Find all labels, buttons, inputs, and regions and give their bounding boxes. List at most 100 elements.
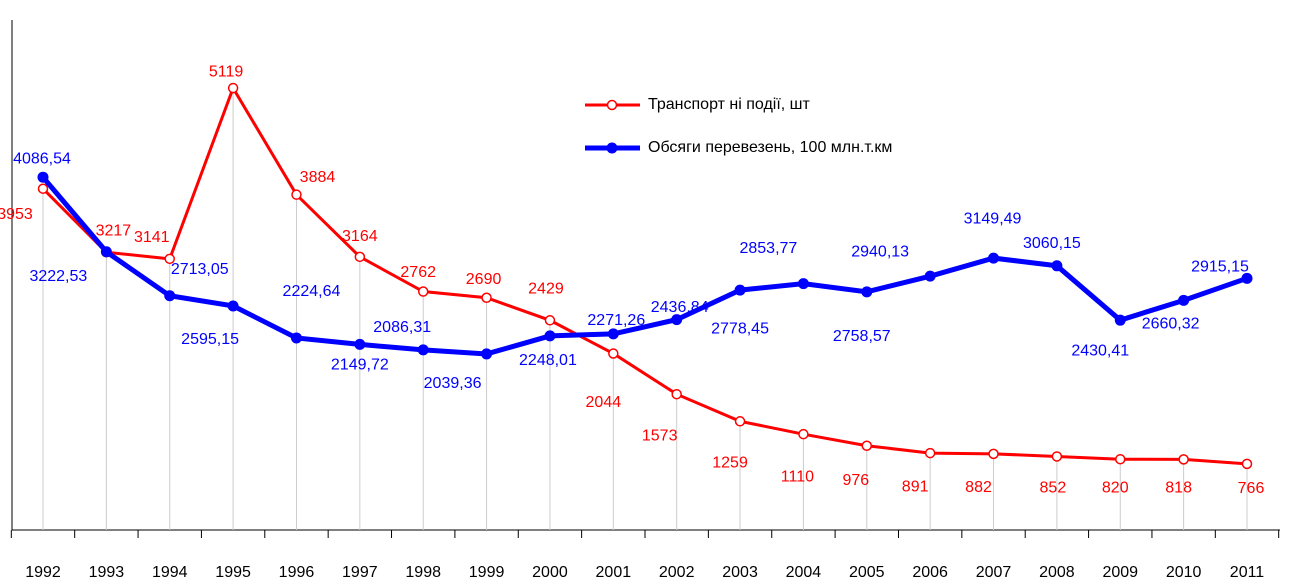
data-label: 3060,15 [1023, 235, 1081, 252]
data-label: 2713,05 [171, 261, 229, 278]
point [1114, 314, 1126, 326]
data-label: 3953 [0, 206, 33, 223]
point [544, 315, 556, 326]
data-label: 1110 [781, 468, 814, 485]
data-label: 891 [902, 478, 929, 495]
data-label: 2430,41 [1071, 342, 1129, 359]
point [734, 284, 746, 296]
data-label: 766 [1238, 480, 1265, 497]
point [861, 286, 873, 298]
point [924, 270, 936, 282]
data-label: 2149,72 [331, 357, 389, 374]
point [607, 328, 619, 340]
point [1178, 454, 1189, 465]
data-label: 2915,15 [1191, 259, 1249, 276]
point [988, 252, 1000, 264]
data-label: 818 [1165, 480, 1192, 497]
point [797, 278, 809, 290]
x-tick-label: 1994 [152, 564, 188, 581]
series-line [41, 175, 1248, 357]
data-label: 2595,15 [181, 331, 239, 348]
data-label: 2044 [586, 394, 622, 411]
point [37, 183, 49, 194]
x-tick-label: 1992 [25, 564, 61, 581]
point [227, 300, 239, 312]
data-label: 2660,32 [1142, 316, 1200, 333]
legend-marker [606, 99, 618, 111]
data-label: 976 [842, 472, 869, 489]
point [544, 330, 556, 342]
point [924, 447, 936, 459]
point [734, 416, 746, 427]
point [291, 189, 302, 200]
point [861, 440, 873, 451]
data-label: 3222,53 [29, 268, 87, 285]
x-tick-label: 2008 [1039, 564, 1075, 581]
data-label: 4086,54 [13, 150, 71, 167]
point [1241, 458, 1253, 470]
data-label: 882 [965, 479, 992, 496]
x-tick-label: 2007 [976, 564, 1012, 581]
point [481, 348, 493, 360]
x-tick-label: 1997 [342, 564, 378, 581]
data-label: 820 [1102, 479, 1129, 496]
point [227, 82, 239, 94]
point [354, 338, 366, 350]
x-tick-label: 1996 [279, 564, 315, 581]
point [671, 314, 683, 326]
point [37, 171, 49, 183]
data-label: 3884 [300, 169, 336, 186]
x-tick-label: 2003 [722, 564, 758, 581]
point [481, 292, 492, 304]
point [417, 286, 429, 297]
point [164, 253, 175, 265]
x-tick-label: 1999 [469, 564, 505, 581]
data-label: 2271,26 [587, 312, 645, 329]
x-tick-label: 2006 [912, 564, 948, 581]
data-label: 3149,49 [964, 210, 1022, 227]
point [1241, 272, 1253, 284]
data-label: 2940,13 [851, 243, 909, 260]
x-tick-label: 2009 [1102, 564, 1138, 581]
x-tick-label: 1995 [215, 564, 251, 581]
data-label: 2429 [528, 281, 564, 298]
legend-label: Обсяги перевезень, 100 млн.т.км [648, 139, 892, 156]
point [1051, 260, 1063, 272]
legend-marker [606, 142, 618, 154]
point [354, 251, 366, 263]
data-label: 852 [1040, 480, 1067, 497]
x-tick-label: 2010 [1166, 564, 1202, 581]
data-label: 2039,36 [424, 375, 482, 392]
point [1051, 451, 1063, 462]
point [1115, 453, 1126, 465]
point [100, 246, 112, 258]
data-label: 2758,57 [833, 328, 891, 345]
data-label: 5119 [209, 63, 244, 80]
x-tick-label: 1998 [405, 564, 441, 581]
legend-label: Транспорт ні події, шт [648, 96, 811, 113]
x-tick-label: 2011 [1230, 564, 1265, 581]
x-tick-label: 2005 [849, 564, 885, 581]
point [671, 388, 682, 400]
x-tick-label: 2001 [596, 564, 632, 581]
data-label: 2248,01 [519, 352, 577, 369]
x-tick-label: 2004 [786, 564, 822, 581]
point [1178, 294, 1190, 306]
point [290, 332, 302, 344]
data-label: 1573 [642, 427, 678, 444]
x-tick-label: 2002 [659, 564, 695, 581]
data-label: 1259 [712, 455, 748, 472]
point [798, 428, 809, 440]
data-label: 2086,31 [373, 319, 431, 336]
data-label: 3217 [96, 222, 132, 239]
point [988, 448, 999, 460]
data-label: 2778,45 [711, 320, 769, 337]
data-label: 2436,84 [651, 299, 709, 316]
data-label: 2762 [400, 264, 436, 281]
data-label: 2224,64 [283, 283, 341, 300]
point [417, 344, 429, 356]
data-label: 2690 [466, 271, 502, 288]
point [164, 290, 176, 302]
x-tick-label: 2000 [532, 564, 568, 581]
